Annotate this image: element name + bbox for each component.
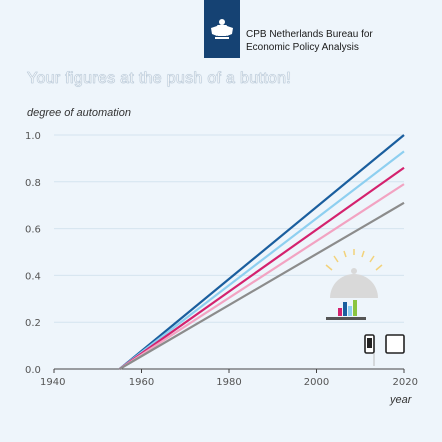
org-name-line2: Economic Policy Analysis [246,42,359,53]
y-tick-label: 0.8 [25,178,41,189]
cloche-serving-chart-icon [325,249,383,320]
x-tick-label: 1940 [40,377,65,388]
axes [53,368,405,373]
y-tick-label: 0.6 [25,225,41,236]
series-lines [118,134,405,370]
x-tick-label: 2000 [304,377,329,388]
series-line-3 [118,166,405,370]
x-tick-label: 1960 [129,377,154,388]
slogan: Your figures at the push of a button! [27,70,292,88]
y-axis-label: degree of automation [27,107,131,119]
series-line-5 [119,201,405,370]
x-axis-label: year [390,394,412,406]
y-tick-label: 0.2 [25,318,41,329]
coat-of-arms-icon [211,19,233,39]
x-tick-label: 2020 [393,377,418,388]
y-tick-label: 0.0 [25,365,41,376]
tick-labels: 0.0 0.2 0.4 0.6 0.8 1.0 1940 1960 1980 2000 2020 [25,131,418,388]
y-tick-label: 0.4 [25,271,41,282]
cpb-logo [204,0,240,58]
y-tick-label: 1.0 [25,131,41,142]
series-line-2 [118,150,405,370]
phone-tablet-icon [364,334,405,366]
series-line-4 [119,183,405,370]
x-tick-label: 1980 [216,377,241,388]
org-name: CPB Netherlands Bureau for Economic Poli… [246,28,436,54]
series-line-1 [118,134,405,370]
org-name-line1: CPB Netherlands Bureau for [246,29,373,40]
